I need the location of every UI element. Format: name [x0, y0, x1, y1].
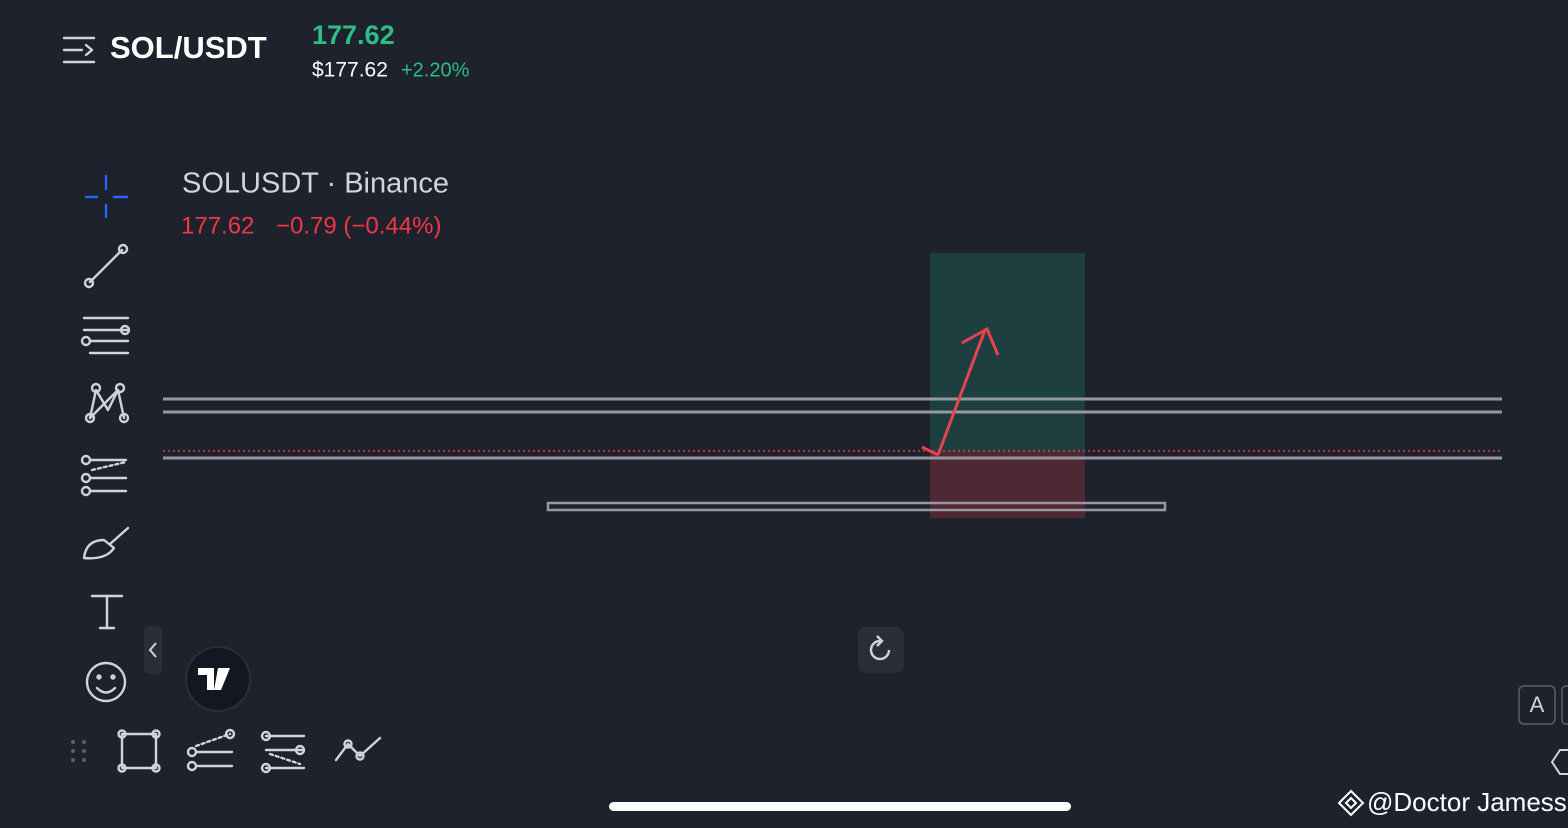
- tv-logo: [185, 646, 251, 712]
- rect-drawing[interactable]: [546, 501, 1167, 512]
- pattern-tool[interactable]: [84, 382, 130, 424]
- crosshair-tool[interactable]: [85, 175, 128, 218]
- home-indicator: [609, 802, 1071, 811]
- collapse-arrow: [148, 642, 157, 658]
- reset-button[interactable]: [858, 627, 904, 673]
- price: 177.62: [312, 20, 395, 50]
- emoji-tool[interactable]: [85, 661, 127, 703]
- brush-tool[interactable]: [82, 526, 130, 560]
- watermark: @Doctor Jamess: [1367, 787, 1567, 817]
- left-toolbar: [80, 175, 162, 703]
- change: +2.20%: [401, 59, 470, 81]
- parallel-tool[interactable]: [186, 728, 236, 772]
- profit-zone[interactable]: [930, 253, 1085, 452]
- arrow-head[interactable]: [961, 326, 1000, 356]
- last-price: 177.62: [181, 212, 254, 239]
- price-usd: $177.62: [312, 59, 388, 82]
- chart-title: SOLUSDT · Binance: [182, 168, 449, 200]
- drag-handle[interactable]: [71, 740, 86, 762]
- last-change: −0.79 (−0.44%): [276, 212, 441, 239]
- drawings[interactable]: [163, 326, 1502, 512]
- trendline-tool[interactable]: [83, 243, 129, 289]
- text-tool[interactable]: [90, 594, 124, 630]
- bottom-toolbar: [55, 712, 397, 788]
- arrow[interactable]: [936, 329, 987, 456]
- menu-icon[interactable]: [62, 36, 96, 64]
- rectangle-tool[interactable]: [117, 729, 161, 773]
- a-button[interactable]: A: [1518, 685, 1568, 725]
- path-tool[interactable]: [334, 736, 382, 762]
- channel-tool[interactable]: [260, 730, 306, 774]
- fib-tool[interactable]: [80, 316, 131, 355]
- pair: SOL/USDT: [110, 30, 267, 65]
- loss-zone[interactable]: [930, 452, 1085, 518]
- arrow[interactable]: [921, 445, 939, 457]
- watermark-logo: [1337, 789, 1365, 817]
- forecast-tool[interactable]: [80, 454, 128, 497]
- collapse-button[interactable]: [144, 626, 162, 674]
- position-tool[interactable]: [930, 253, 1085, 518]
- settings-icon[interactable]: [1550, 749, 1568, 775]
- a-label: A: [1530, 692, 1545, 717]
